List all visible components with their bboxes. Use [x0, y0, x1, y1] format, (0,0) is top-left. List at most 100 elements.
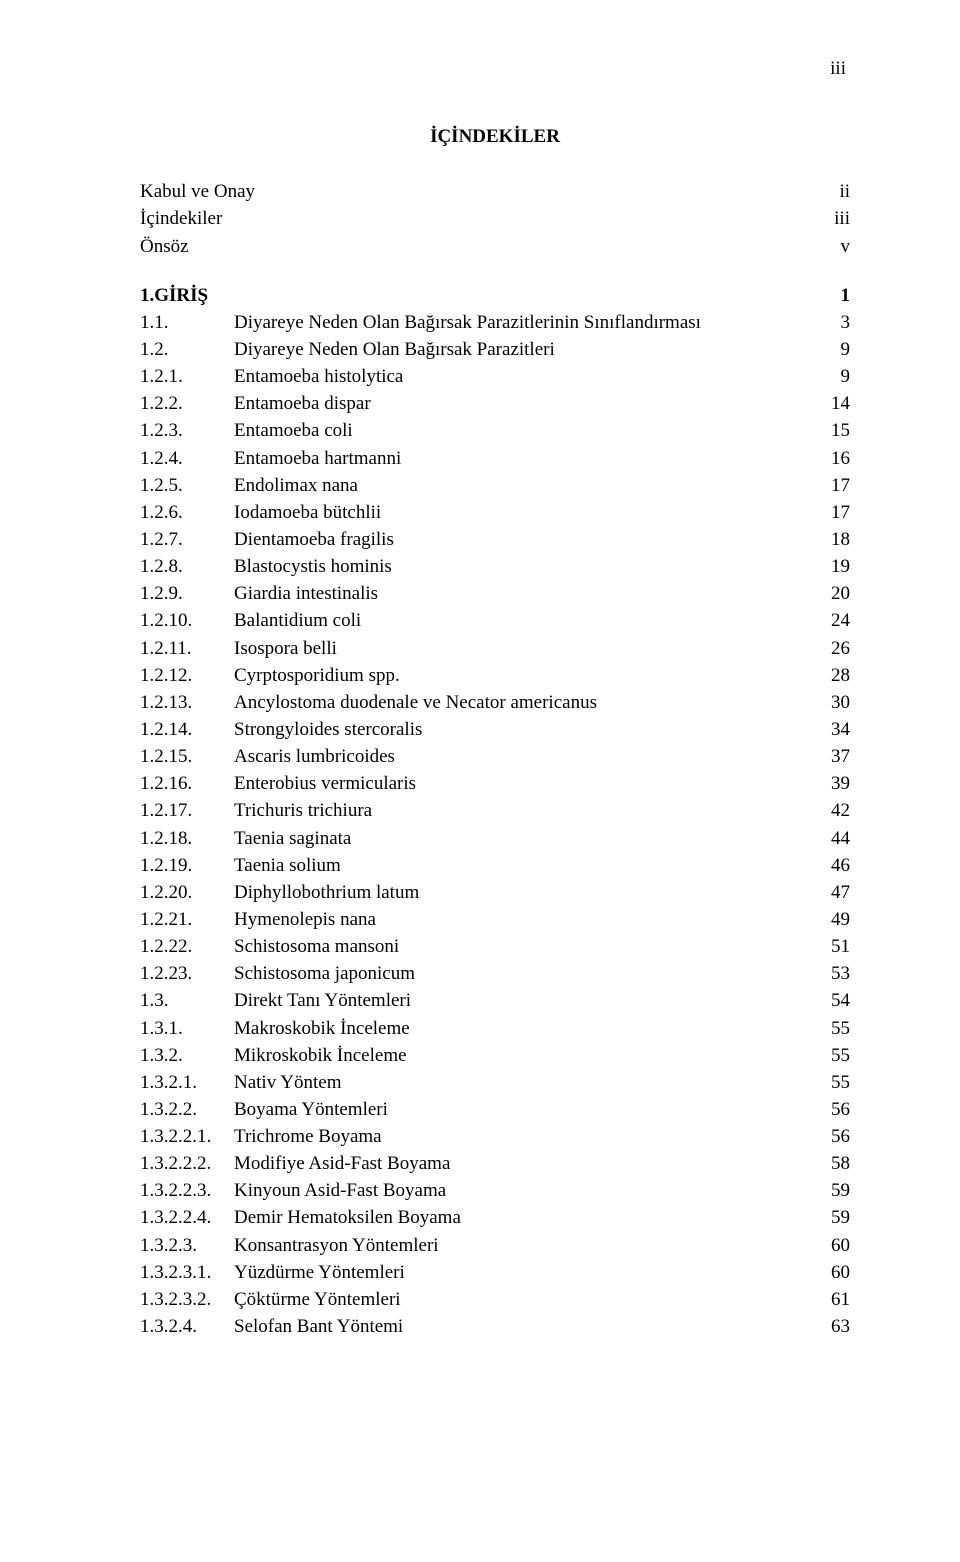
- toc-entry-label: Taenia saginata: [234, 826, 820, 852]
- toc-entry-page: 37: [820, 744, 850, 770]
- spacer: [140, 261, 850, 283]
- toc-entry-number: 1.2.20.: [140, 880, 234, 906]
- toc-row: 1.3.Direkt Tanı Yöntemleri54: [140, 988, 850, 1014]
- toc-row: 1.3.2.2.1.Trichrome Boyama56: [140, 1124, 850, 1150]
- toc-entry-page: 30: [820, 690, 850, 716]
- toc-entry-page: 49: [820, 907, 850, 933]
- toc-entry-number: 1.3.2.2.1.: [140, 1124, 234, 1150]
- toc-entry-number: 1.3.2.: [140, 1043, 234, 1069]
- toc-entry-page: 14: [820, 391, 850, 417]
- toc-entry-page: ii: [820, 179, 850, 205]
- toc-entry-number: 1.3.2.2.2.: [140, 1151, 234, 1177]
- toc-entry-label: Makroskobik İnceleme: [234, 1016, 820, 1042]
- toc-entry-page: 19: [820, 554, 850, 580]
- toc-entry-number: 1.2.15.: [140, 744, 234, 770]
- toc-row: 1.2.13.Ancylostoma duodenale ve Necator …: [140, 690, 850, 716]
- toc-row: 1.2.2.Entamoeba dispar14: [140, 391, 850, 417]
- toc-entry-page: 56: [820, 1124, 850, 1150]
- toc-entry-page: 63: [820, 1314, 850, 1340]
- toc-row: 1.2.Diyareye Neden Olan Bağırsak Parazit…: [140, 337, 850, 363]
- toc-row: 1.3.1.Makroskobik İnceleme55: [140, 1016, 850, 1042]
- toc-entry-label: Enterobius vermicularis: [234, 771, 820, 797]
- toc-entry-number: 1.3.2.2.4.: [140, 1205, 234, 1231]
- toc-entry-label: Ascaris lumbricoides: [234, 744, 820, 770]
- toc-entry-page: 60: [820, 1260, 850, 1286]
- toc-row: 1.2.15.Ascaris lumbricoides37: [140, 744, 850, 770]
- toc-row: 1.GİRİŞ1: [140, 283, 850, 309]
- toc-entry-label: Isospora belli: [234, 636, 820, 662]
- toc-entry-label: Ancylostoma duodenale ve Necator america…: [234, 690, 820, 716]
- toc-entry-label: Selofan Bant Yöntemi: [234, 1314, 820, 1340]
- toc-entry-label: Demir Hematoksilen Boyama: [234, 1205, 820, 1231]
- toc-row: 1.3.2.3.1.Yüzdürme Yöntemleri60: [140, 1260, 850, 1286]
- toc-row: İçindekileriii: [140, 206, 850, 232]
- toc-entry-page: 28: [820, 663, 850, 689]
- toc-entry-label: Blastocystis hominis: [234, 554, 820, 580]
- toc-entry-page: 16: [820, 446, 850, 472]
- toc-row: 1.3.2.2.4.Demir Hematoksilen Boyama59: [140, 1205, 850, 1231]
- toc-entry-page: 9: [820, 337, 850, 363]
- toc-row: 1.2.7.Dientamoeba fragilis18: [140, 527, 850, 553]
- toc-entry-label: Modifiye Asid-Fast Boyama: [234, 1151, 820, 1177]
- toc-entry-number: 1.GİRİŞ: [140, 283, 234, 309]
- toc-entry-page: 18: [820, 527, 850, 553]
- toc-entry-label: Trichrome Boyama: [234, 1124, 820, 1150]
- toc-entry-label: Trichuris trichiura: [234, 798, 820, 824]
- toc-entry-number: 1.2.: [140, 337, 234, 363]
- toc-entry-label: Schistosoma japonicum: [234, 961, 820, 987]
- toc-row: Önsözv: [140, 234, 850, 260]
- toc-entry-number: 1.2.2.: [140, 391, 234, 417]
- toc-entry-number: 1.3.2.4.: [140, 1314, 234, 1340]
- toc-row: 1.2.20.Diphyllobothrium latum47: [140, 880, 850, 906]
- toc-entry-label: Kabul ve Onay: [140, 179, 820, 205]
- toc-entry-number: 1.2.12.: [140, 663, 234, 689]
- toc-entry-label: Kinyoun Asid-Fast Boyama: [234, 1178, 820, 1204]
- toc-entry-number: 1.3.: [140, 988, 234, 1014]
- toc-entry-label: Çöktürme Yöntemleri: [234, 1287, 820, 1313]
- toc-row: 1.2.8.Blastocystis hominis19: [140, 554, 850, 580]
- toc-row: 1.2.18.Taenia saginata44: [140, 826, 850, 852]
- toc-entry-page: 55: [820, 1043, 850, 1069]
- toc-entry-number: 1.2.4.: [140, 446, 234, 472]
- toc-entries: 1.GİRİŞ11.1.Diyareye Neden Olan Bağırsak…: [140, 283, 850, 1340]
- toc-entry-number: 1.3.2.3.1.: [140, 1260, 234, 1286]
- toc-entry-label: Balantidium coli: [234, 608, 820, 634]
- toc-entry-page: 17: [820, 500, 850, 526]
- toc-row: 1.2.11.Isospora belli26: [140, 636, 850, 662]
- toc-entry-number: 1.3.2.3.: [140, 1233, 234, 1259]
- toc-row: 1.2.1.Entamoeba histolytica9: [140, 364, 850, 390]
- toc-front-matter: Kabul ve OnayiiİçindekileriiiÖnsözv: [140, 179, 850, 259]
- toc-entry-number: 1.3.2.3.2.: [140, 1287, 234, 1313]
- toc-entry-page: 9: [820, 364, 850, 390]
- toc-entry-label: Entamoeba hartmanni: [234, 446, 820, 472]
- toc-entry-number: 1.2.3.: [140, 418, 234, 444]
- toc-entry-page: 24: [820, 608, 850, 634]
- toc-entry-label: Yüzdürme Yöntemleri: [234, 1260, 820, 1286]
- toc-entry-number: 1.2.23.: [140, 961, 234, 987]
- toc-entry-page: 42: [820, 798, 850, 824]
- toc-entry-page: 47: [820, 880, 850, 906]
- toc-row: 1.2.23.Schistosoma japonicum53: [140, 961, 850, 987]
- toc-entry-page: 56: [820, 1097, 850, 1123]
- toc-entry-page: 3: [820, 310, 850, 336]
- toc-row: 1.2.3.Entamoeba coli15: [140, 418, 850, 444]
- toc-entry-number: 1.2.13.: [140, 690, 234, 716]
- toc-row: 1.2.4.Entamoeba hartmanni16: [140, 446, 850, 472]
- toc-entry-page: 58: [820, 1151, 850, 1177]
- toc-entry-label: Iodamoeba bütchlii: [234, 500, 820, 526]
- toc-entry-number: 1.2.6.: [140, 500, 234, 526]
- toc-entry-number: 1.2.1.: [140, 364, 234, 390]
- toc-entry-number: 1.2.16.: [140, 771, 234, 797]
- toc-entry-page: 54: [820, 988, 850, 1014]
- toc-entry-page: 44: [820, 826, 850, 852]
- toc-row: 1.2.22.Schistosoma mansoni51: [140, 934, 850, 960]
- toc-row: 1.3.2.3.2.Çöktürme Yöntemleri61: [140, 1287, 850, 1313]
- toc-entry-number: 1.3.1.: [140, 1016, 234, 1042]
- toc-entry-number: 1.2.9.: [140, 581, 234, 607]
- toc-entry-label: Entamoeba dispar: [234, 391, 820, 417]
- toc-entry-label: Schistosoma mansoni: [234, 934, 820, 960]
- toc-row: 1.2.21.Hymenolepis nana49: [140, 907, 850, 933]
- toc-row: 1.1.Diyareye Neden Olan Bağırsak Parazit…: [140, 310, 850, 336]
- toc-entry-page: 15: [820, 418, 850, 444]
- toc-row: 1.3.2.4.Selofan Bant Yöntemi63: [140, 1314, 850, 1340]
